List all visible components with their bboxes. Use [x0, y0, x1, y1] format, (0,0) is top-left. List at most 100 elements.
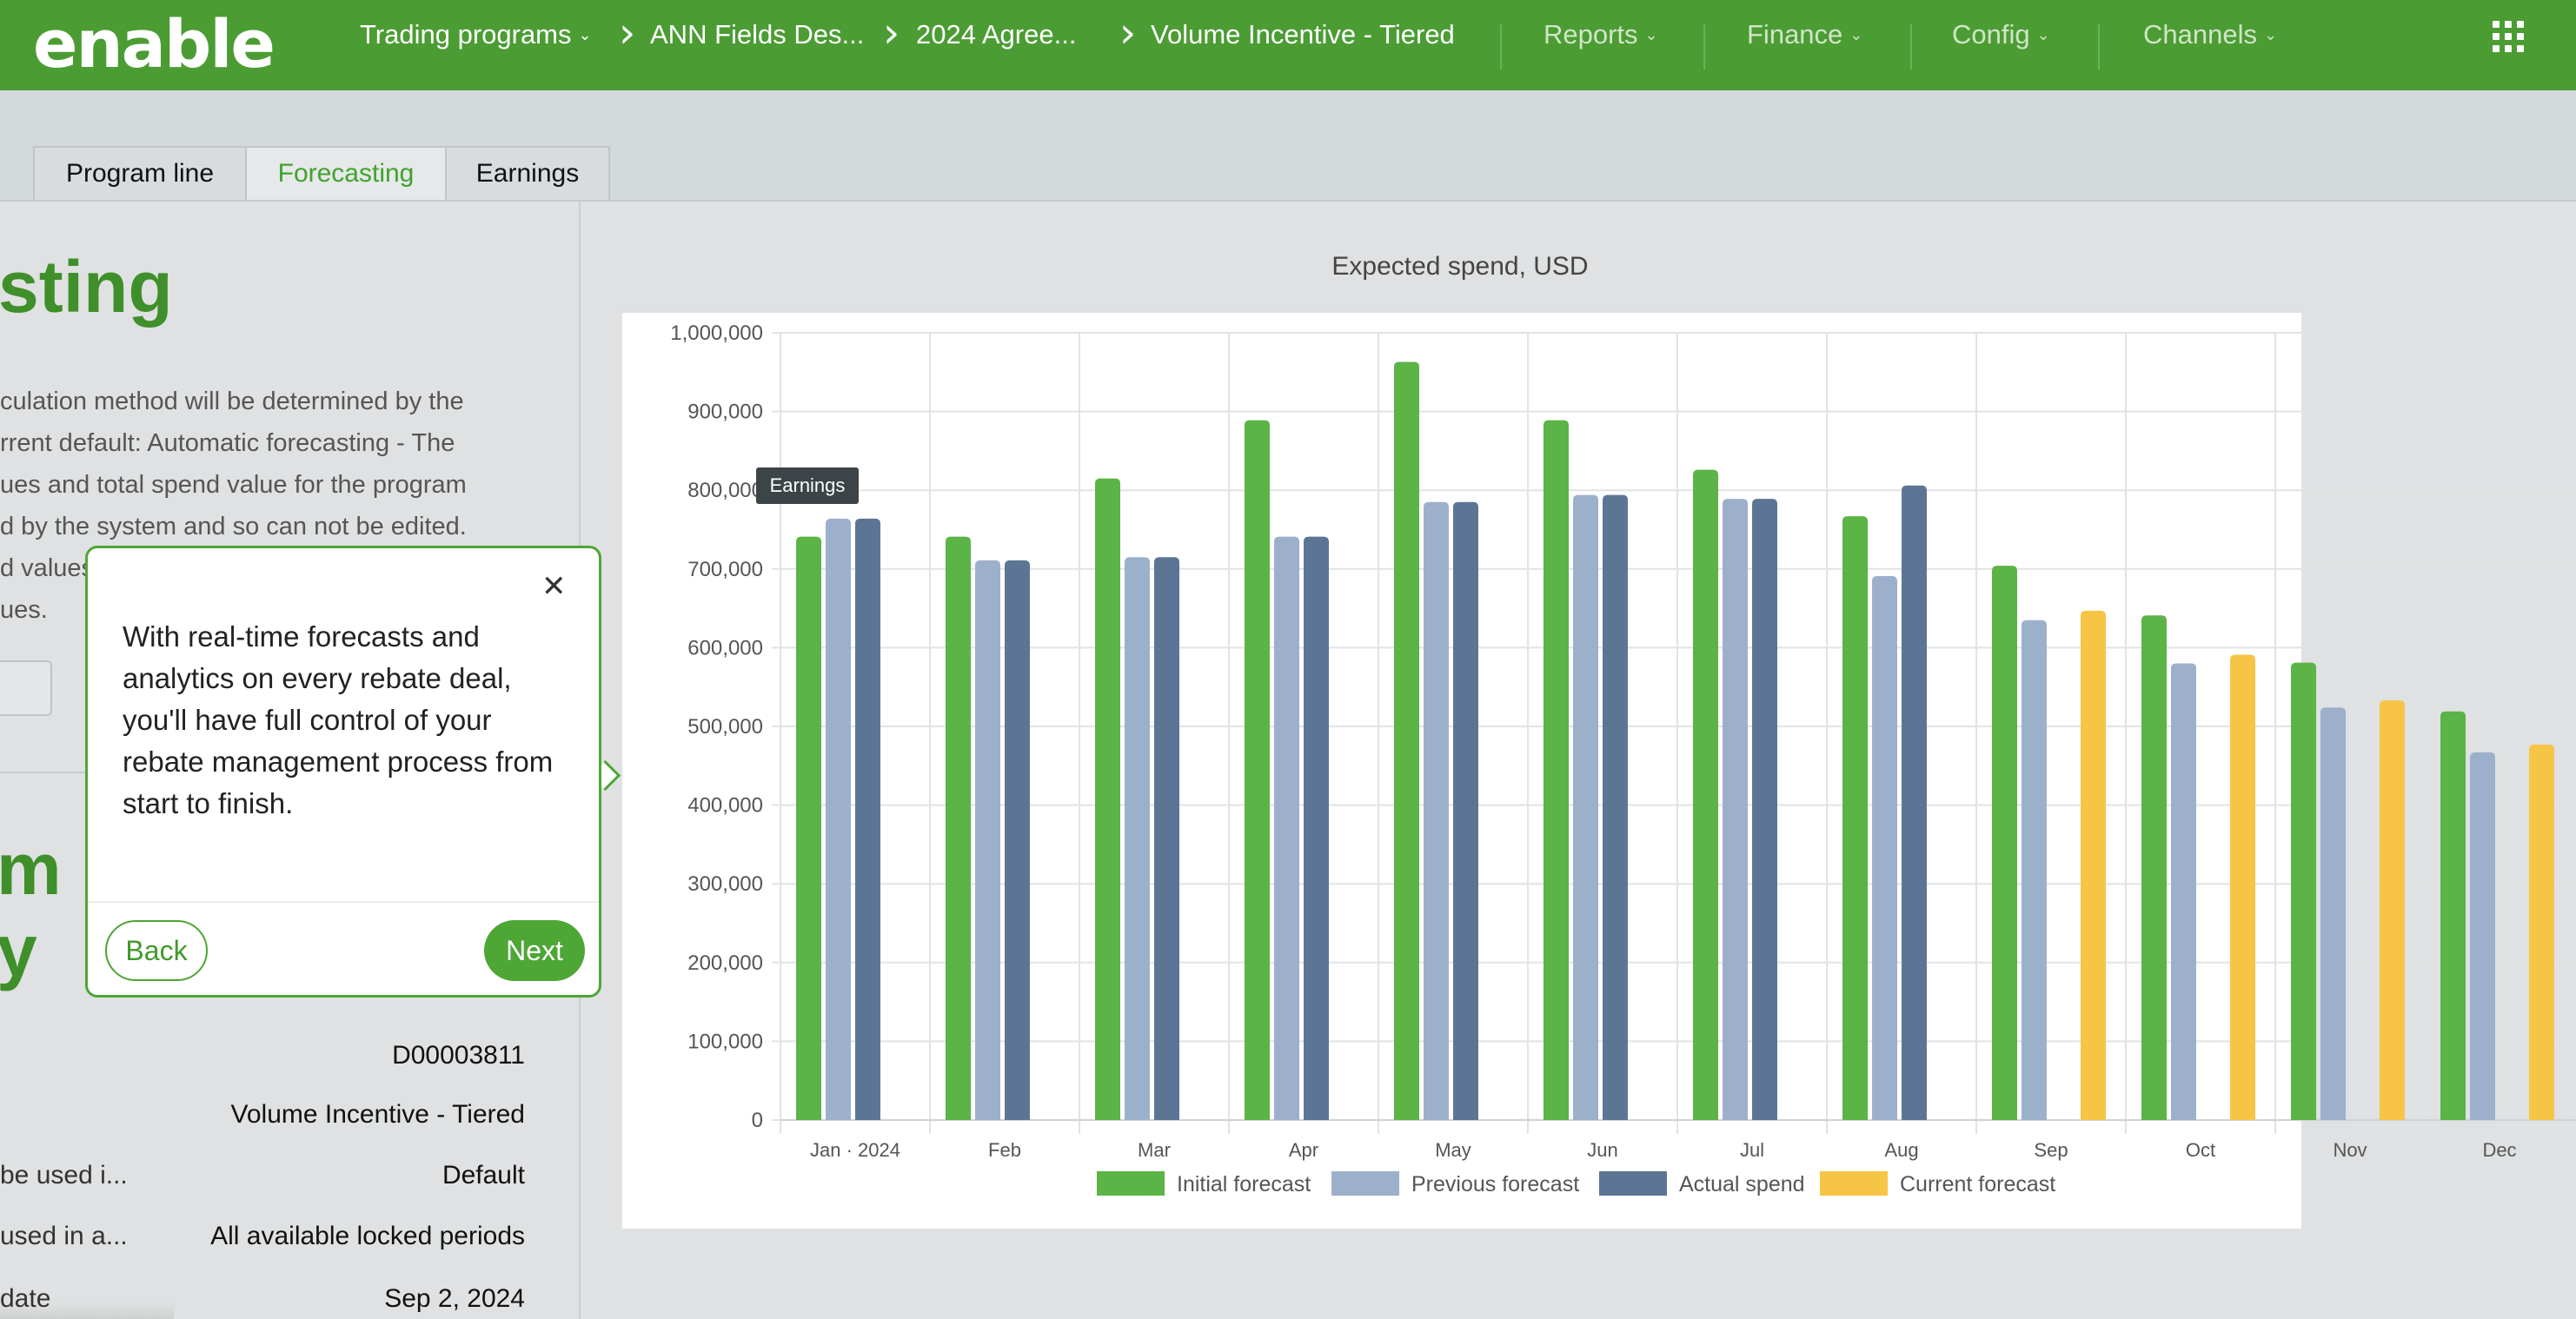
bar-actual-spend[interactable] [1154, 557, 1179, 1120]
legend-swatch [1097, 1171, 1165, 1196]
bar-previous-forecast[interactable] [1872, 575, 1897, 1120]
legend-swatch [1331, 1171, 1399, 1196]
bar-initial-forecast[interactable] [796, 536, 821, 1120]
bar-initial-forecast[interactable] [1095, 478, 1120, 1120]
nav-divider [2098, 24, 2100, 70]
bar-previous-forecast[interactable] [975, 560, 1000, 1120]
detail-value-id: D00003811 [392, 1041, 525, 1070]
tab-divider [0, 200, 2576, 202]
nav-menu-channels[interactable]: Channels ⌄ [2143, 19, 2277, 50]
bar-actual-spend[interactable] [1603, 494, 1628, 1120]
legend-label[interactable]: Previous forecast [1411, 1172, 1579, 1196]
x-tick-label: Oct [2186, 1139, 2215, 1161]
app-launcher-grid-icon[interactable] [2493, 21, 2524, 52]
bar-previous-forecast[interactable] [1573, 494, 1598, 1120]
bar-initial-forecast[interactable] [1544, 420, 1569, 1120]
bar-current-forecast[interactable] [2380, 700, 2405, 1120]
tab-earnings[interactable]: Earnings [445, 146, 610, 200]
bar-current-forecast[interactable] [2230, 654, 2255, 1120]
y-tick-label: 600,000 [687, 636, 763, 660]
detail-label: used in a... [0, 1222, 128, 1250]
breadcrumb-separator-icon: › [883, 9, 900, 57]
bar-previous-forecast[interactable] [2022, 620, 2047, 1120]
enable-logo[interactable]: enable [33, 5, 276, 83]
x-tick-label: Nov [2333, 1139, 2367, 1161]
nav-menu-label: Channels [2143, 19, 2257, 50]
top-navigation-bar: enable Trading programs ⌄ › ANN Fields De… [0, 0, 2576, 90]
y-tick-label: 1,000,000 [670, 321, 763, 345]
bar-initial-forecast[interactable] [1693, 469, 1718, 1120]
forecast-method-select[interactable] [0, 660, 52, 716]
nav-menu-config[interactable]: Config ⌄ [1952, 19, 2050, 50]
expected-spend-chart: 0 100,000 200,000 300,000 400,000 500,000 600,… [670, 321, 2576, 1196]
bar-previous-forecast[interactable] [2470, 752, 2495, 1120]
bar-current-forecast[interactable] [2081, 610, 2106, 1120]
description-line: d by the system and so can not be edited… [0, 513, 467, 540]
description-line: ues and total spend value for the progra… [0, 471, 467, 499]
bar-actual-spend[interactable] [1304, 536, 1329, 1120]
nav-menu-finance[interactable]: Finance ⌄ [1747, 19, 1862, 50]
detail-value-date: Sep 2, 2024 [384, 1284, 525, 1313]
y-tick-label: 0 [752, 1109, 763, 1132]
bar-current-forecast[interactable] [2529, 744, 2554, 1120]
bar-previous-forecast[interactable] [1424, 501, 1449, 1120]
bar-actual-spend[interactable] [855, 518, 880, 1120]
y-tick-label: 800,000 [687, 479, 763, 502]
bar-initial-forecast[interactable] [2291, 662, 2316, 1120]
bar-actual-spend[interactable] [1005, 560, 1030, 1120]
detail-label: date [0, 1284, 51, 1313]
legend-swatch [1820, 1171, 1888, 1196]
bar-previous-forecast[interactable] [2320, 707, 2346, 1120]
description-line: ues. [0, 596, 48, 624]
breadcrumb-current-line[interactable]: Volume Incentive - Tiered [1151, 19, 1455, 50]
bar-previous-forecast[interactable] [1723, 499, 1748, 1120]
breadcrumb-trading-programs[interactable]: Trading programs ⌄ [360, 19, 592, 50]
bar-initial-forecast[interactable] [1394, 361, 1419, 1121]
bar-previous-forecast[interactable] [826, 518, 851, 1120]
earnings-tooltip: Earnings [756, 467, 859, 504]
x-tick-label: Dec [2482, 1139, 2516, 1161]
bar-actual-spend[interactable] [1453, 501, 1478, 1120]
forecasting-heading: sting [0, 246, 173, 328]
detail-value-type: Volume Incentive - Tiered [230, 1100, 525, 1129]
nav-menu-reports[interactable]: Reports ⌄ [1544, 19, 1658, 50]
popover-text: With real-time forecasts and analytics o… [123, 620, 554, 819]
breadcrumb-program[interactable]: ANN Fields Des... [650, 19, 865, 50]
bar-initial-forecast[interactable] [1842, 516, 1868, 1120]
y-tick-label: 400,000 [687, 794, 763, 818]
x-tick-label: Aug [1884, 1139, 1918, 1161]
next-button[interactable]: Next [484, 920, 585, 981]
bar-initial-forecast[interactable] [2141, 615, 2167, 1120]
x-tick-label: May [1435, 1139, 1471, 1161]
bar-initial-forecast[interactable] [946, 536, 971, 1120]
chart-title: Expected spend, USD [1331, 252, 1589, 281]
forecasting-description: culation method will be determined by th… [0, 381, 539, 631]
close-icon[interactable]: ✕ [541, 569, 567, 604]
bar-previous-forecast[interactable] [1274, 536, 1299, 1120]
tab-program-line[interactable]: Program line [33, 146, 247, 200]
legend-label[interactable]: Initial forecast [1177, 1172, 1311, 1196]
bar-initial-forecast[interactable] [1992, 566, 2017, 1120]
bar-previous-forecast[interactable] [1125, 557, 1150, 1120]
y-tick-label: 200,000 [687, 951, 763, 975]
breadcrumb-agreement[interactable]: 2024 Agree... [916, 19, 1077, 50]
chevron-down-icon: ⌄ [2036, 26, 2050, 43]
bar-initial-forecast[interactable] [1245, 420, 1270, 1120]
legend-label[interactable]: Current forecast [1900, 1172, 2055, 1196]
tab-forecasting[interactable]: Forecasting [245, 146, 447, 200]
chevron-down-icon: ⌄ [578, 26, 592, 43]
detail-label: be used i... [0, 1161, 128, 1190]
x-tick-label: Jun [1587, 1139, 1617, 1161]
bar-actual-spend[interactable] [1752, 499, 1777, 1120]
back-button[interactable]: Back [105, 920, 208, 981]
legend-label[interactable]: Actual spend [1679, 1172, 1805, 1196]
description-line: d values [0, 554, 95, 582]
nav-menu-label: Finance [1747, 19, 1843, 50]
bar-actual-spend[interactable] [1902, 485, 1927, 1120]
breadcrumb-separator-icon: › [619, 9, 636, 57]
nav-divider [1500, 24, 1502, 70]
y-tick-label: 700,000 [687, 558, 763, 581]
y-tick-label: 500,000 [687, 715, 763, 739]
bar-previous-forecast[interactable] [2171, 663, 2196, 1120]
bar-initial-forecast[interactable] [2440, 711, 2466, 1120]
